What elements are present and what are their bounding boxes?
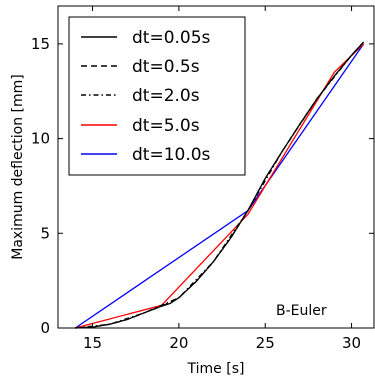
legend-entry: dt=5.0s [81, 116, 200, 136]
method-annotation: B-Euler [276, 303, 327, 319]
y-tick-label: 0 [40, 319, 50, 337]
y-axis-label: Maximum deflection [mm] [10, 74, 26, 260]
plot-frame [57, 5, 375, 329]
y-tick-label: 5 [40, 224, 50, 242]
legend-entry: dt=10.0s [81, 145, 211, 165]
x-tick-label: 30 [342, 334, 361, 352]
legend-label-4: dt=10.0s [132, 145, 211, 165]
legend-entry: dt=2.0s [81, 86, 200, 106]
legend: dt=0.05s dt=0.5s dt=2.0s dt=5.0s dt=10.0… [68, 16, 246, 176]
legend-entry: dt=0.05s [81, 28, 211, 48]
x-tick-label: 25 [256, 334, 275, 352]
y-tick-label: 15 [31, 35, 50, 53]
legend-box [68, 16, 246, 176]
x-tick-label: 15 [83, 334, 102, 352]
legend-label-0: dt=0.05s [132, 28, 211, 48]
legend-label-1: dt=0.5s [132, 57, 200, 77]
legend-label-2: dt=2.0s [132, 86, 200, 106]
series-line-dt=0.05s [75, 41, 365, 329]
x-tick-label: 20 [169, 334, 188, 352]
legend-label-3: dt=5.0s [132, 116, 200, 136]
series-line-dt=5.0s [75, 43, 365, 329]
tick-layer: 15 20 25 30 0 5 10 15 [31, 6, 374, 352]
x-axis-label: Time [s] [187, 361, 245, 377]
legend-entry: dt=0.5s [81, 57, 200, 77]
series-layer [74, 41, 365, 329]
y-tick-label: 10 [31, 130, 50, 148]
